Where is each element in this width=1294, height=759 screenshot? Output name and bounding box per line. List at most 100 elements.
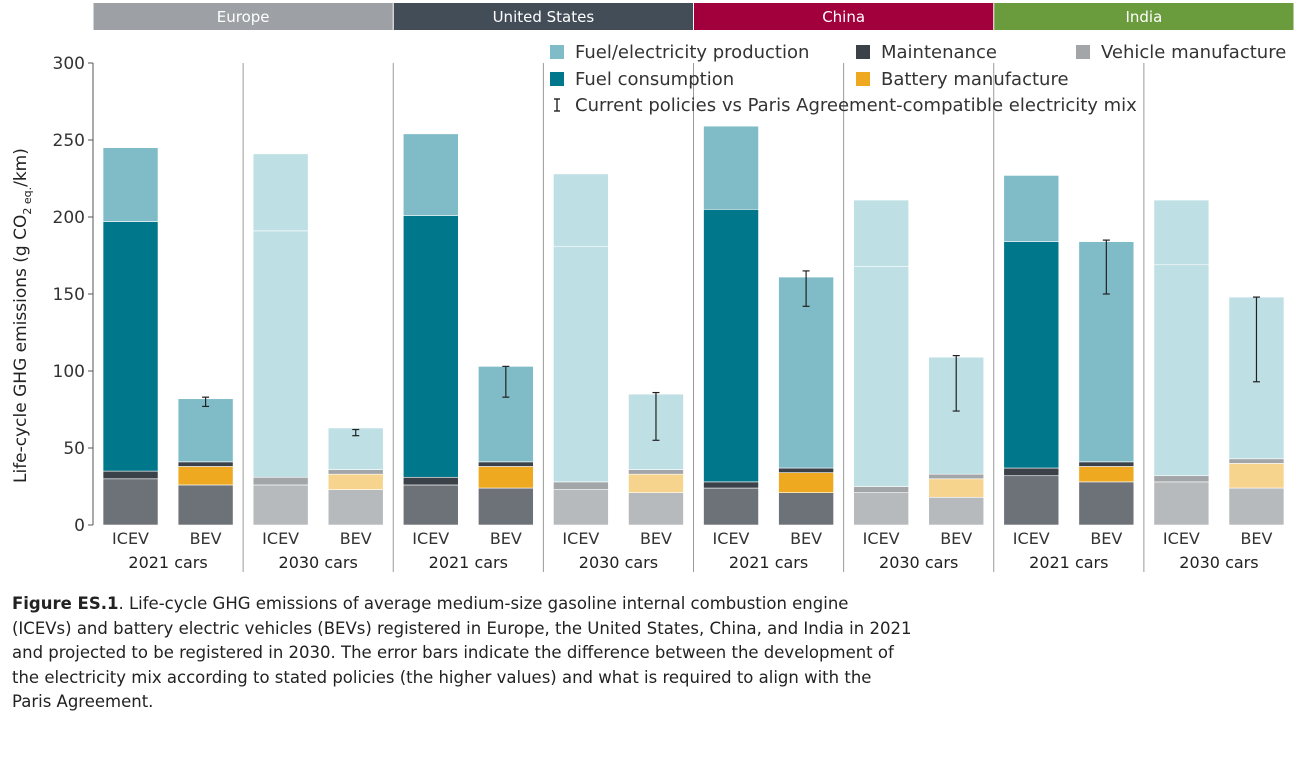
y-axis: 0 50 100 150 200 250 300 [53, 54, 94, 536]
category-label: ICEV [1013, 529, 1050, 548]
bar-segment-maintenance [553, 481, 609, 490]
bar-segment-vehicle-manufacture [928, 496, 985, 526]
bar-segment-maintenance [1003, 467, 1060, 477]
bar-segment-maintenance [177, 461, 234, 467]
region-bar-europe [93, 3, 393, 30]
bar-segment-vehicle-manufacture [402, 484, 459, 526]
bar-segment-fuel-electricity-production-upper [853, 199, 909, 267]
region-label-india: India [1125, 8, 1162, 26]
category-label: ICEV [262, 529, 299, 548]
bar-segment-vehicle-manufacture [1228, 487, 1285, 526]
bar-segment-vehicle-manufacture [478, 487, 534, 526]
bar-segment-maintenance [928, 473, 985, 480]
bar-segment-battery-manufacture [327, 473, 384, 490]
legend-swatch [1076, 45, 1090, 59]
bar-segment-fuel-electricity-production [252, 230, 309, 478]
category-label: BEV [190, 529, 222, 548]
category-label: BEV [790, 529, 822, 548]
bar-segment-battery-manufacture [478, 466, 534, 489]
y-axis-title-end: /km) [11, 148, 31, 187]
y-tick-label: 250 [53, 131, 85, 151]
bar-segment-maintenance [628, 469, 684, 475]
bar-segment-maintenance [703, 481, 759, 489]
category-label: BEV [490, 529, 522, 548]
y-tick-label: 300 [53, 54, 85, 74]
y-tick-label: 100 [53, 362, 85, 382]
category-label: ICEV [863, 529, 900, 548]
bar-segment-fuel-electricity-production [1003, 175, 1060, 242]
bar-segment-maintenance [1078, 461, 1135, 467]
emissions-chart: Europe United States China India 0 50 100 150 2… [11, 3, 1294, 572]
figure-caption: Figure ES.1. Life-cycle GHG emissions of… [12, 592, 912, 715]
group-label: 2030 cars [279, 553, 358, 572]
bar-segment-vehicle-manufacture [102, 478, 159, 526]
legend-swatch [550, 45, 564, 59]
legend-label: Maintenance [881, 42, 997, 63]
bar-segment-battery-manufacture [1228, 463, 1285, 489]
group-label: 2021 cars [128, 553, 207, 572]
y-tick-label: 0 [74, 516, 85, 536]
x-axis-labels: ICEV BEV ICEV BEV ICEV BEV ICEV BEV ICEV BEV ICEV B… [112, 529, 1272, 572]
bar-segment-maintenance [1228, 458, 1285, 464]
bar-segment-vehicle-manufacture [1003, 475, 1060, 526]
bar-segment-maintenance [102, 470, 159, 480]
bar-segment-vehicle-manufacture [628, 492, 684, 526]
bar-segment-battery-manufacture [1078, 466, 1135, 483]
bar-segment-vehicle-manufacture [703, 487, 759, 526]
group-separators [242, 63, 1145, 572]
bar-segment-fuel-electricity-production [177, 398, 234, 463]
region-header-bar: Europe United States China India [93, 3, 1294, 30]
bar-segment-vehicle-manufacture [778, 492, 834, 526]
legend-swatch [550, 72, 564, 86]
category-label: ICEV [562, 529, 599, 548]
region-label-united-states: United States [493, 8, 595, 26]
bar-segment-maintenance [327, 469, 384, 475]
y-tick-label: 150 [53, 285, 85, 305]
y-axis-title: Life-cycle GHG emissions (g CO2 eq./km) [11, 148, 34, 483]
category-label: ICEV [713, 529, 750, 548]
bar-segment-battery-manufacture [177, 466, 234, 486]
bar-segment-fuel-electricity-production-upper [1153, 199, 1210, 266]
bar-segment-fuel-electricity-production [553, 245, 609, 483]
region-label-europe: Europe [217, 8, 270, 26]
bar-segment-maintenance [402, 476, 459, 486]
region-bar-china [694, 3, 994, 30]
group-label: 2021 cars [429, 553, 508, 572]
legend-label: Fuel/electricity production [575, 42, 809, 63]
bar-segment-fuel-electricity-production-upper [553, 173, 609, 247]
bar-segment-fuel-electricity-production [1153, 264, 1210, 477]
legend: Fuel/electricity production Maintenance Ve… [550, 42, 1286, 116]
category-label: BEV [640, 529, 672, 548]
category-label: BEV [340, 529, 372, 548]
bar-segment-fuel-electricity-production [853, 265, 909, 487]
bar-segment-vehicle-manufacture [853, 492, 909, 526]
bar-segment-fuel-consumption [1003, 241, 1060, 469]
category-label: ICEV [112, 529, 149, 548]
group-label: 2030 cars [1179, 553, 1258, 572]
category-label: ICEV [1163, 529, 1200, 548]
bar-segment-fuel-consumption [402, 215, 459, 478]
region-label-china: China [822, 8, 865, 26]
bar-segment-maintenance [1153, 475, 1210, 483]
bar-segment-fuel-consumption [703, 209, 759, 483]
bar-segment-fuel-electricity-production [778, 276, 834, 469]
legend-label: Fuel consumption [575, 69, 734, 90]
category-label: BEV [1240, 529, 1272, 548]
bar-segment-fuel-electricity-production [703, 125, 759, 210]
category-label: BEV [940, 529, 972, 548]
caption-text: . Life-cycle GHG emissions of average me… [12, 594, 912, 711]
bar-segment-fuel-electricity-production-upper [252, 153, 309, 232]
legend-label: Vehicle manufacture [1101, 42, 1286, 63]
bar-segment-fuel-electricity-production [402, 133, 459, 216]
legend-label: Current policies vs Paris Agreement-comp… [575, 95, 1137, 116]
bar-segment-vehicle-manufacture [177, 484, 234, 526]
bar-segment-vehicle-manufacture [327, 489, 384, 526]
group-label: 2021 cars [729, 553, 808, 572]
error-bars [202, 239, 1260, 441]
bar-segment-vehicle-manufacture [1153, 481, 1210, 526]
bar-stacks [102, 125, 1285, 526]
bar-segment-vehicle-manufacture [553, 489, 609, 526]
bar-segment-fuel-consumption [102, 221, 159, 472]
group-label: 2030 cars [579, 553, 658, 572]
y-tick-label: 50 [63, 439, 85, 459]
